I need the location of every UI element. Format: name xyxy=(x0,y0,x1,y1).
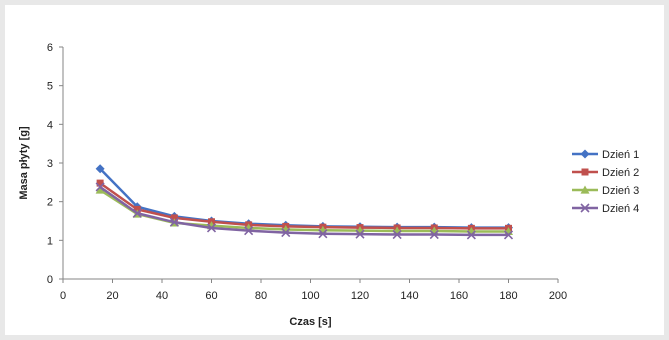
x-marker-stroke xyxy=(169,217,179,227)
x-marker-stroke xyxy=(392,229,402,240)
x-tick-label: 160 xyxy=(450,290,468,302)
data-point xyxy=(96,179,104,187)
y-tick-label: 4 xyxy=(47,119,53,131)
x-marker-stroke xyxy=(318,229,328,239)
data-point xyxy=(318,229,328,239)
legend-swatch-marker xyxy=(581,168,589,176)
x-marker-stroke xyxy=(244,226,254,236)
y-tick-label: 0 xyxy=(47,274,53,286)
x-tick-label: 40 xyxy=(156,290,168,302)
x-marker-stroke xyxy=(355,229,365,239)
legend-item: Dzień 1 xyxy=(572,149,639,161)
legend-item: Dzień 2 xyxy=(572,167,639,179)
x-marker-stroke xyxy=(503,230,514,240)
data-point xyxy=(132,208,142,218)
chart-frame: 0 1 2 3 4 5 6 0 20 40 60 80 100 120 140 160 180 200 Czas … xyxy=(5,5,664,335)
x-axis-title: Czas [s] xyxy=(289,316,332,328)
data-point xyxy=(170,214,178,222)
data-point xyxy=(503,230,514,240)
x-tick-label: 120 xyxy=(351,290,369,302)
legend-swatch-marker xyxy=(580,185,590,194)
data-point xyxy=(244,226,254,236)
x-tick-label: 180 xyxy=(499,290,517,302)
legend-label: Dzień 2 xyxy=(602,167,639,179)
legend-item: Dzień 3 xyxy=(572,185,639,197)
y-tick-label: 2 xyxy=(47,197,53,209)
x-tick-label: 140 xyxy=(400,290,418,302)
x-tick-label: 0 xyxy=(60,290,66,302)
data-point xyxy=(206,223,217,233)
series-line xyxy=(99,182,509,230)
x-tick-label: 20 xyxy=(106,290,118,302)
data-point xyxy=(95,182,105,192)
legend-label: Dzień 3 xyxy=(602,185,639,197)
legend-swatch-marker xyxy=(580,149,590,159)
x-tick-label: 200 xyxy=(549,290,567,302)
data-point xyxy=(355,229,365,239)
x-marker-stroke xyxy=(206,223,217,233)
y-tick-label: 1 xyxy=(47,235,53,247)
x-tick-label: 80 xyxy=(255,290,267,302)
x-marker-stroke xyxy=(466,230,476,240)
data-point xyxy=(169,217,179,227)
legend-label: Dzień 1 xyxy=(602,149,639,161)
series-2 xyxy=(96,179,512,232)
y-axis-title: Masa płyty [g] xyxy=(18,126,30,200)
data-point xyxy=(466,230,476,240)
series-line xyxy=(99,185,509,237)
x-marker-stroke xyxy=(95,182,105,192)
x-tick-label: 60 xyxy=(205,290,217,302)
data-point xyxy=(133,205,141,213)
x-marker-stroke xyxy=(429,229,439,240)
data-point xyxy=(95,164,105,174)
series-1 xyxy=(95,164,513,233)
y-tick-label: 5 xyxy=(47,81,53,93)
x-tick-label: 100 xyxy=(301,290,319,302)
y-tick-label: 6 xyxy=(47,42,53,54)
series-4 xyxy=(95,182,514,240)
x-marker-stroke xyxy=(281,228,291,238)
data-point xyxy=(392,229,402,240)
legend-swatch-marker xyxy=(580,203,590,213)
legend: Dzień 1 Dzień 2 Dzień 3 Dzień 4 xyxy=(572,149,639,215)
data-point xyxy=(281,228,291,238)
x-marker-stroke xyxy=(132,208,142,218)
legend-label: Dzień 4 xyxy=(602,203,639,215)
data-point xyxy=(429,229,439,240)
x-marker-stroke xyxy=(580,203,590,213)
series-layer xyxy=(95,164,514,240)
legend-item: Dzień 4 xyxy=(572,203,639,215)
y-tick-label: 3 xyxy=(47,158,53,170)
data-point xyxy=(95,185,105,194)
